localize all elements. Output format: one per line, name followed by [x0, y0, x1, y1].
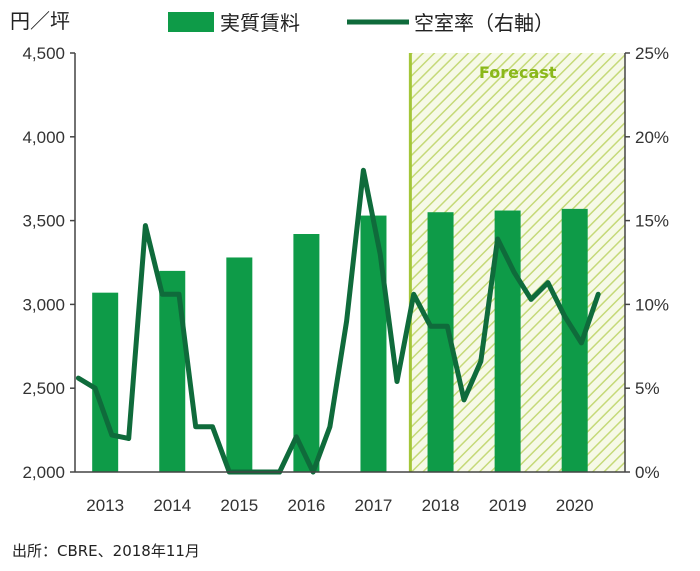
bar-2013: [92, 292, 119, 472]
left-tick-label: 2,000: [22, 463, 65, 482]
legend-bar-swatch: [168, 12, 214, 32]
x-tick-label: 2020: [556, 496, 594, 515]
left-axis-unit-label: 円／坪: [10, 9, 70, 33]
right-tick-label: 15%: [635, 212, 669, 231]
left-tick-label: 3,500: [22, 212, 65, 231]
line-series: [75, 167, 601, 475]
left-tick-label: 3,000: [22, 295, 65, 314]
bar-2016: [293, 234, 320, 472]
x-tick-label: 2017: [355, 496, 393, 515]
bar-2015: [226, 257, 253, 472]
left-tick-label: 4,000: [22, 128, 65, 147]
left-tick-label: 2,500: [22, 379, 65, 398]
right-tick-label: 10%: [635, 295, 669, 314]
axes: 2,000 2,500 3,000 3,500 4,000 4,500 0% 5% 10% 15%…: [22, 44, 669, 515]
right-tick-label: 5%: [635, 379, 660, 398]
x-tick-label: 2016: [287, 496, 325, 515]
right-tick-label: 20%: [635, 128, 669, 147]
legend-bar-label: 実質賃料: [220, 11, 300, 35]
left-tick-label: 4,500: [22, 44, 65, 63]
right-tick-label: 0%: [635, 463, 660, 482]
source-note: 出所：CBRE、2018年11月: [12, 542, 200, 560]
bar-series: [92, 208, 588, 473]
x-tick-label: 2013: [86, 496, 124, 515]
forecast-label: Forecast: [479, 63, 557, 82]
x-tick-label: 2018: [422, 496, 460, 515]
x-tick-label: 2019: [489, 496, 527, 515]
vacancy-rate-line: [75, 167, 601, 475]
right-tick-label: 25%: [635, 44, 669, 63]
x-tick-label: 2015: [220, 496, 258, 515]
legend-line-label: 空室率（右軸）: [414, 11, 554, 35]
legend: 実質賃料 空室率（右軸）: [168, 11, 554, 35]
x-tick-label: 2014: [153, 496, 191, 515]
